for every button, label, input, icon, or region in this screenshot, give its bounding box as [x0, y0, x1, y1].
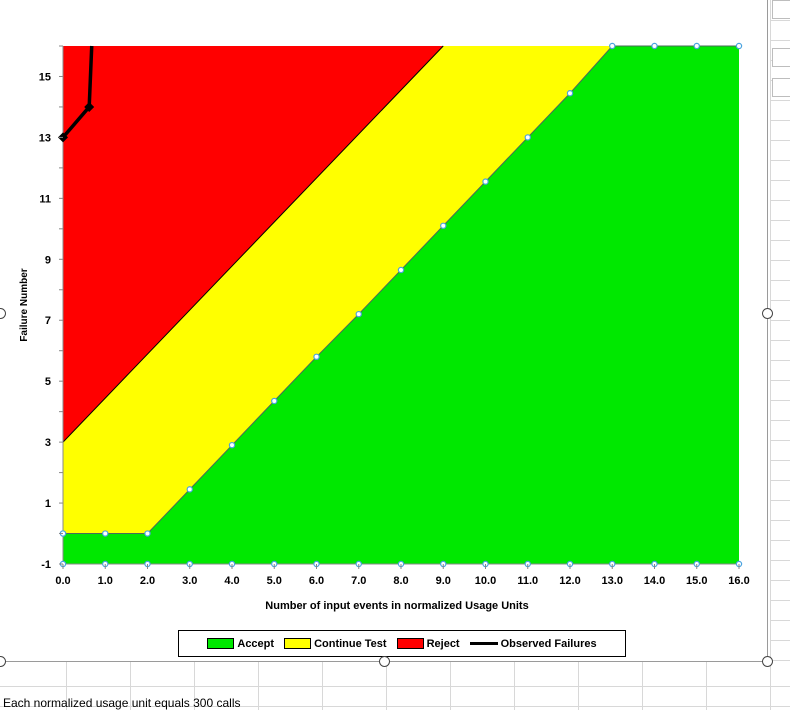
accept-boundary-point: [735, 42, 743, 50]
accept-boundary-point: [609, 42, 616, 50]
reject-swatch: [396, 638, 424, 649]
accept-boundary-point: [693, 42, 700, 50]
y-tick-label: 9: [45, 254, 51, 266]
x-tick-label: 0.0: [55, 575, 70, 587]
accept-swatch: [207, 638, 235, 649]
resize-handle-right[interactable]: [762, 308, 773, 319]
y-tick-label: 15: [39, 71, 51, 83]
accept-boundary-point: [440, 222, 447, 229]
legend-item-accept: Accept: [207, 638, 274, 650]
accept-boundary-point: [144, 530, 151, 537]
accept-boundary-point: [186, 486, 193, 493]
accept-boundary-point: [651, 42, 658, 50]
legend-item-observed-failures: Observed Failures: [469, 637, 597, 650]
accept-region: [63, 46, 739, 564]
accept-boundary-point: [524, 134, 531, 141]
x-tick-label: 2.0: [140, 575, 155, 587]
x-tick-label: 9.0: [436, 575, 451, 587]
continue-test-swatch: [284, 638, 312, 649]
resize-handle-bottom-right[interactable]: [762, 656, 773, 667]
x-tick-label: 14.0: [644, 575, 665, 587]
y-tick-label: 13: [39, 132, 51, 144]
legend-item-reject: Reject: [396, 637, 460, 650]
observed-failure-point: [84, 101, 95, 112]
observed-failures-swatch: [469, 642, 498, 645]
legend-item-continue-test: Continue Test: [284, 638, 387, 650]
y-tick-label: 3: [45, 437, 51, 449]
accept-boundary-point: [355, 310, 362, 318]
accept-boundary-point: [397, 266, 405, 274]
x-axis-title: Number of input events in normalized Usa…: [265, 600, 528, 612]
y-tick-label: 5: [45, 376, 51, 388]
x-tick-label: 12.0: [559, 575, 580, 587]
x-tick-label: 11.0: [517, 575, 538, 587]
accept-boundary-point: [228, 441, 236, 449]
accept-boundary-point: [271, 397, 278, 405]
chart-legend[interactable]: Accept Continue Test Reject Observed Fai…: [178, 630, 626, 657]
y-tick-label: 1: [45, 498, 51, 510]
legend-label-reject: Reject: [426, 637, 460, 650]
legend-label-accept: Accept: [237, 637, 275, 650]
accept-boundary-point: [482, 178, 489, 185]
x-tick-label: 8.0: [393, 575, 408, 587]
x-tick-label: 13.0: [602, 575, 623, 587]
x-tick-label: 4.0: [224, 575, 239, 587]
chart-area[interactable]: 0.0 1.0 2.0 3.0 4.0 5.0 6.0 7.0 8.0 9.0 10.0 11.0 12…: [0, 0, 768, 662]
y-tick-label: 11: [39, 193, 51, 205]
x-tick-label: 1.0: [98, 575, 113, 587]
legend-label-observed-failures: Observed Failures: [500, 637, 597, 650]
x-tick-label: 16.0: [728, 575, 749, 587]
x-tick-label: 3.0: [182, 575, 197, 587]
x-tick-label: 15.0: [686, 575, 707, 587]
accept-boundary-point: [313, 353, 320, 360]
footer-note: Each normalized usage unit equals 300 ca…: [3, 696, 241, 710]
y-axis-title: Failure Number: [19, 268, 30, 341]
legend-label-continue-test: Continue Test: [314, 637, 387, 650]
accept-boundary-point: [102, 530, 109, 537]
x-tick-label: 10.0: [475, 575, 496, 587]
chart-styles-button[interactable]: [772, 48, 790, 67]
x-tick-label: 5.0: [267, 575, 282, 587]
continue-test-region: [63, 46, 739, 534]
y-tick-label: -1: [41, 559, 51, 571]
y-tick-label: 7: [45, 315, 51, 327]
resize-handle-bottom[interactable]: [379, 656, 390, 667]
reject-boundary-line: [62, 45, 444, 443]
chart-elements-button[interactable]: [772, 0, 790, 19]
x-tick-label: 7.0: [351, 575, 366, 587]
plot-area: 0.0 1.0 2.0 3.0 4.0 5.0 6.0 7.0 8.0 9.0 10.0 11.0 12…: [19, 42, 750, 612]
accept-boundary-point: [566, 90, 574, 97]
chart-filters-button[interactable]: [772, 78, 790, 97]
x-tick-label: 6.0: [309, 575, 324, 587]
